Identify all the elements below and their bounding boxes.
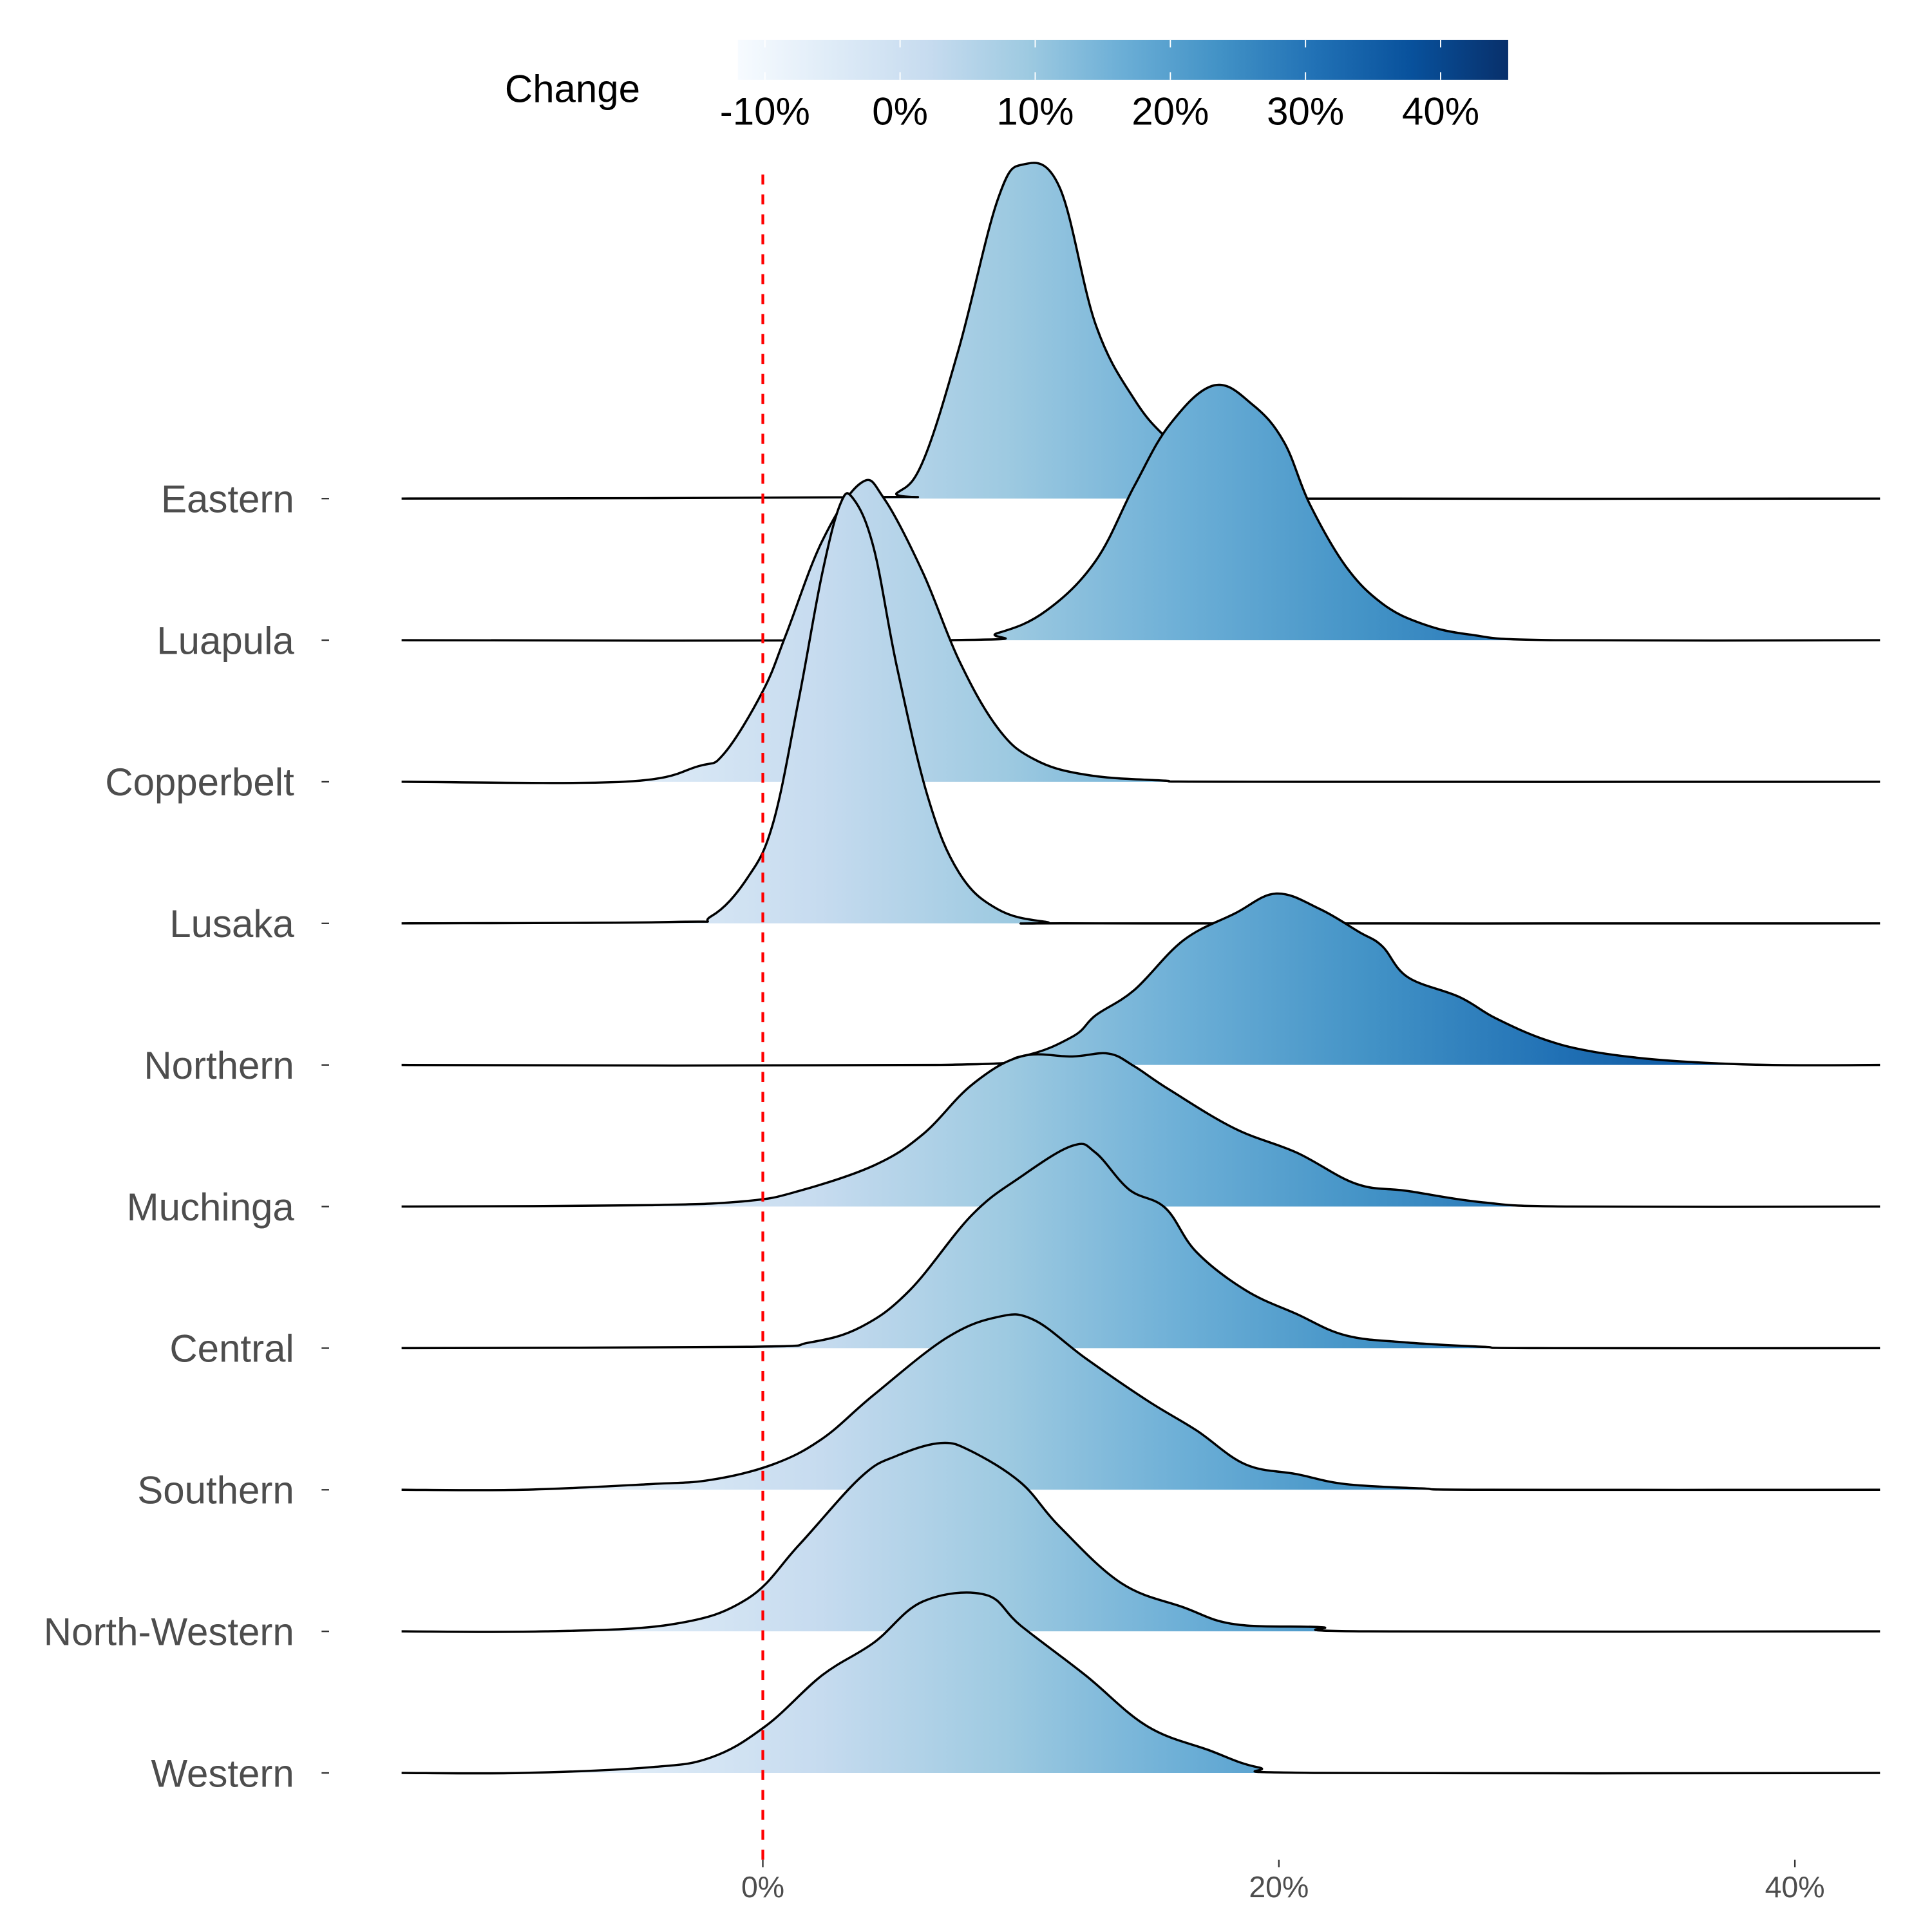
y-tick-label: Western: [151, 1752, 294, 1795]
legend-tick-label: -10%: [720, 90, 810, 133]
ridge-southern: [401, 1313, 1880, 1492]
ridge-area: [401, 1144, 1880, 1349]
y-tick-label: Lusaka: [169, 902, 294, 945]
ridge-area: [401, 384, 1880, 641]
legend-title: Change: [505, 68, 640, 111]
y-tick-label: North-Western: [44, 1610, 294, 1653]
y-tick-label: Eastern: [161, 477, 294, 520]
legend-ticks: [764, 39, 1441, 80]
ridge-central: [401, 1142, 1880, 1350]
y-tick-label: Copperbelt: [105, 761, 294, 804]
ridge-outline: [401, 492, 1880, 925]
ridge-outline: [401, 383, 1880, 642]
y-tick-label: Northern: [144, 1044, 294, 1087]
ridge-copperbelt: [401, 478, 1880, 784]
legend-colorbar: [737, 39, 1508, 80]
ridge-area: [401, 480, 1880, 783]
ridge-area: [401, 1443, 1880, 1633]
ridge-area: [401, 1053, 1880, 1208]
x-tick-label: 0%: [741, 1870, 784, 1904]
y-tick-label: Southern: [137, 1469, 294, 1512]
ridge-outline: [401, 1441, 1880, 1633]
ridge-outline: [401, 1052, 1880, 1208]
ridge-outline: [401, 1142, 1880, 1350]
legend-tick-label: 10%: [996, 90, 1074, 133]
x-axis: 0% 20% 40%: [741, 1859, 1825, 1904]
y-tick-label: Muchinga: [127, 1186, 295, 1229]
legend: Change -10% 0% 10% 20% 30% 40%: [505, 39, 1508, 133]
legend-tick-label: 30%: [1267, 90, 1344, 133]
ridge-area: [401, 1314, 1880, 1490]
ridge-area: [401, 1592, 1880, 1774]
ridge-lusaka: [401, 492, 1880, 925]
ridge-northern: [401, 892, 1880, 1067]
ridge-outline: [401, 1313, 1880, 1492]
y-tick-label: Central: [169, 1327, 294, 1370]
legend-labels: -10% 0% 10% 20% 30% 40%: [720, 90, 1479, 133]
ridge-north-western: [401, 1441, 1880, 1633]
ridge-outline: [401, 478, 1880, 784]
ridge-luapula: [401, 383, 1880, 642]
ridge-area: [401, 893, 1880, 1066]
ridges: [401, 162, 1880, 1775]
legend-tick-label: 0%: [872, 90, 928, 133]
y-tick-label: Luapula: [156, 619, 294, 662]
x-tick-label: 40%: [1765, 1870, 1825, 1904]
ridge-outline: [401, 1591, 1880, 1775]
legend-tick-label: 20%: [1132, 90, 1209, 133]
ridge-western: [401, 1591, 1880, 1775]
ridge-muchinga: [401, 1052, 1880, 1208]
ridge-area: [401, 162, 1880, 499]
ridge-eastern: [401, 162, 1880, 500]
legend-tick-label: 40%: [1402, 90, 1479, 133]
x-tick-label: 20%: [1249, 1870, 1309, 1904]
y-axis: Eastern Luapula Copperbelt Lusaka Northern Mu…: [44, 477, 329, 1795]
